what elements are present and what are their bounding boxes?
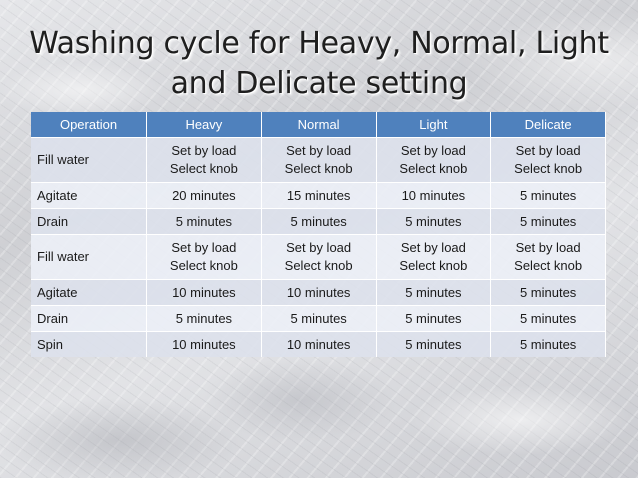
cell-line: Select knob: [284, 161, 353, 176]
table-body: Fill water Set by load Select knob Set by…: [31, 137, 606, 357]
cell-delicate: 5 minutes: [490, 208, 606, 235]
cell-normal: 15 minutes: [261, 182, 377, 209]
washing-cycle-table-container: Operation Heavy Normal Light Delicate Fi…: [31, 112, 606, 357]
table-header: Operation Heavy Normal Light Delicate: [31, 112, 606, 138]
cell-line: Set by load: [515, 143, 581, 158]
cell-heavy: 10 minutes: [146, 331, 262, 357]
cell-line: Set by load: [400, 240, 466, 255]
cell-heavy: 5 minutes: [146, 208, 262, 235]
header-operation: Operation: [31, 112, 147, 138]
cell-line: Set by load: [400, 143, 466, 158]
cell-light: Set by load Select knob: [376, 137, 492, 183]
cell-line: Select knob: [284, 258, 353, 273]
slide-title: Washing cycle for Heavy, Normal, Light a…: [0, 24, 638, 104]
cell-operation: Fill water: [31, 137, 147, 183]
cell-light: 5 minutes: [376, 305, 492, 332]
table-row: Agitate 20 minutes 15 minutes 10 minutes…: [31, 182, 606, 209]
cell-line: Set by load: [515, 240, 581, 255]
cell-line: Select knob: [399, 258, 468, 273]
cell-operation: Drain: [31, 305, 147, 332]
cell-delicate: 5 minutes: [490, 279, 606, 306]
header-heavy: Heavy: [146, 112, 262, 138]
cell-operation: Drain: [31, 208, 147, 235]
slide-title-line-2: and Delicate setting: [170, 66, 468, 101]
table-row: Fill water Set by load Select knob Set by…: [31, 234, 606, 280]
cell-light: Set by load Select knob: [376, 234, 492, 280]
cell-heavy: Set by load Select knob: [146, 137, 262, 183]
cell-operation: Agitate: [31, 279, 147, 306]
cell-line: Set by load: [286, 143, 352, 158]
cell-operation: Fill water: [31, 234, 147, 280]
cell-line: Select knob: [169, 258, 238, 273]
header-normal: Normal: [261, 112, 377, 138]
cell-heavy: 10 minutes: [146, 279, 262, 306]
cell-normal: 5 minutes: [261, 208, 377, 235]
cell-heavy: 5 minutes: [146, 305, 262, 332]
cell-delicate: Set by load Select knob: [490, 137, 606, 183]
table-row: Fill water Set by load Select knob Set by…: [31, 137, 606, 183]
cell-line: Set by load: [286, 240, 352, 255]
cell-line: Select knob: [514, 161, 583, 176]
cell-normal: 10 minutes: [261, 279, 377, 306]
cell-line: Set by load: [171, 143, 237, 158]
cell-heavy: 20 minutes: [146, 182, 262, 209]
cell-operation: Agitate: [31, 182, 147, 209]
cell-normal: 5 minutes: [261, 305, 377, 332]
cell-line: Select knob: [399, 161, 468, 176]
cell-line: Select knob: [169, 161, 238, 176]
table-row: Agitate 10 minutes 10 minutes 5 minutes …: [31, 279, 606, 306]
cell-line: Set by load: [171, 240, 237, 255]
table-header-row: Operation Heavy Normal Light Delicate: [31, 112, 606, 138]
cell-operation: Spin: [31, 331, 147, 357]
header-light: Light: [376, 112, 492, 138]
washing-cycle-table: Operation Heavy Normal Light Delicate Fi…: [31, 112, 606, 357]
cell-delicate: 5 minutes: [490, 331, 606, 357]
cell-delicate: Set by load Select knob: [490, 234, 606, 280]
cell-delicate: 5 minutes: [490, 182, 606, 209]
header-delicate: Delicate: [490, 112, 606, 138]
cell-light: 5 minutes: [376, 279, 492, 306]
table-row: Drain 5 minutes 5 minutes 5 minutes 5 mi…: [31, 305, 606, 332]
table-row: Spin 10 minutes 10 minutes 5 minutes 5 m…: [31, 331, 606, 357]
cell-normal: Set by load Select knob: [261, 137, 377, 183]
cell-heavy: Set by load Select knob: [146, 234, 262, 280]
cell-light: 5 minutes: [376, 208, 492, 235]
cell-delicate: 5 minutes: [490, 305, 606, 332]
slide-title-line-1: Washing cycle for Heavy, Normal, Light: [29, 26, 609, 61]
cell-light: 10 minutes: [376, 182, 492, 209]
cell-normal: Set by load Select knob: [261, 234, 377, 280]
cell-line: Select knob: [514, 258, 583, 273]
table-row: Drain 5 minutes 5 minutes 5 minutes 5 mi…: [31, 208, 606, 235]
cell-normal: 10 minutes: [261, 331, 377, 357]
cell-light: 5 minutes: [376, 331, 492, 357]
